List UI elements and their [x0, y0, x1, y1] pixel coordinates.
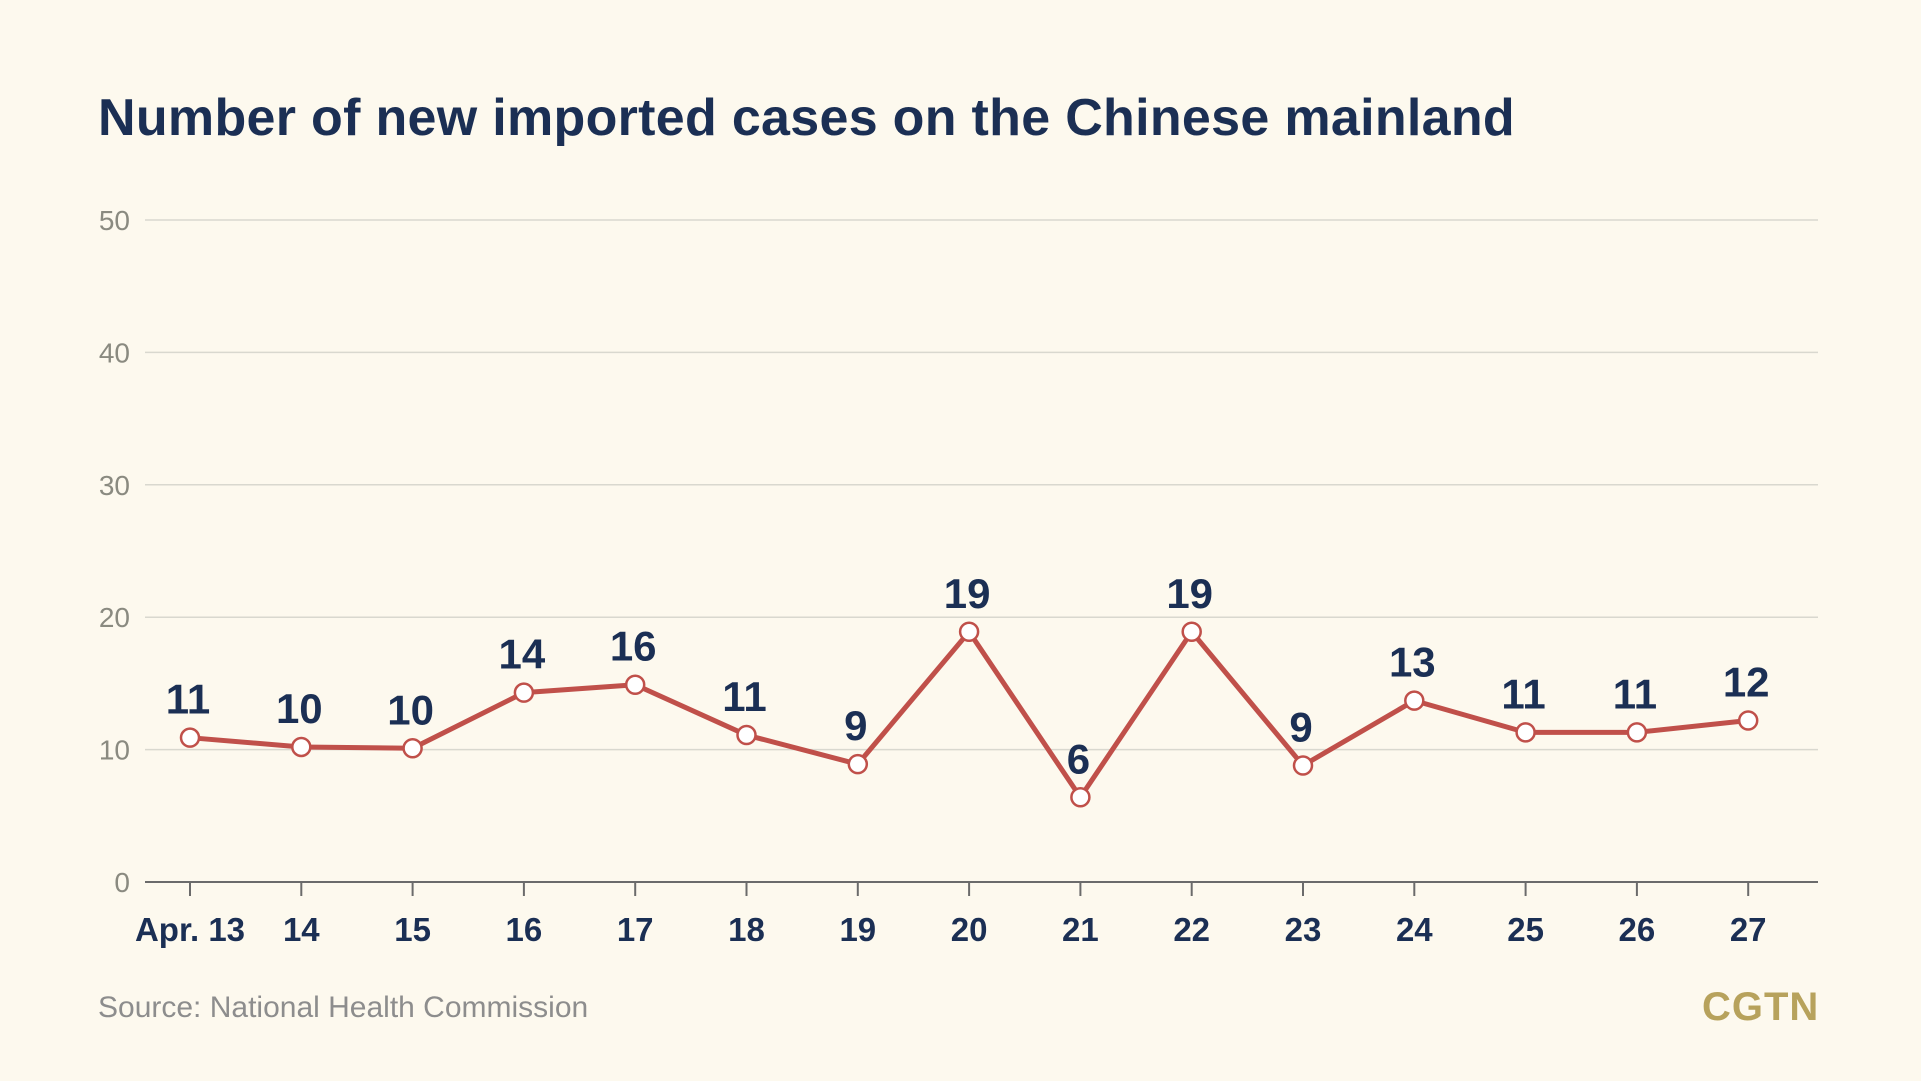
data-label: 11 [166, 676, 210, 723]
chart-title: Number of new imported cases on the Chin… [98, 89, 1515, 147]
cgtn-logo: CGTN [1702, 985, 1820, 1029]
x-tick-label: 18 [728, 911, 765, 948]
data-point [958, 621, 980, 643]
data-label: 12 [1723, 658, 1770, 705]
y-tick-label: 30 [99, 470, 130, 501]
data-point [847, 753, 869, 775]
data-point [291, 736, 312, 758]
data-point [624, 674, 646, 695]
data-label: 10 [276, 685, 323, 732]
data-point [736, 724, 757, 746]
data-label: 19 [944, 570, 991, 617]
y-tick-label: 0 [114, 867, 130, 898]
x-tick-label: 20 [951, 911, 988, 948]
data-label: 14 [499, 631, 546, 678]
x-tick-label: 19 [839, 911, 876, 948]
data-label: 11 [1613, 670, 1657, 717]
y-axis-ticks: 0 10 20 30 40 50 [99, 205, 130, 898]
x-tick-label: 26 [1619, 911, 1656, 948]
x-tick-label: 23 [1285, 911, 1322, 948]
x-tick-label: 24 [1396, 911, 1433, 948]
data-point [1737, 710, 1759, 731]
data-point [1404, 690, 1425, 711]
x-tick-label: 22 [1173, 911, 1210, 948]
data-label: 13 [1389, 639, 1436, 686]
source-note: Source: National Health Commission [98, 991, 589, 1024]
data-point [1181, 621, 1202, 643]
y-tick-label: 10 [99, 735, 130, 766]
x-axis: Apr. 13 14 15 16 17 18 19 20 21 22 23 24 25 26 27 [135, 881, 1818, 948]
data-point [1626, 722, 1648, 743]
data-label: 10 [387, 686, 434, 733]
data-point [1070, 787, 1091, 808]
data-point [1292, 755, 1314, 776]
data-label: 6 [1067, 735, 1090, 782]
y-tick-label: 40 [99, 337, 130, 368]
x-tick-label: 15 [394, 911, 431, 948]
x-tick-label: 16 [506, 911, 543, 948]
data-label: 9 [1289, 703, 1312, 750]
y-tick-label: 50 [99, 205, 130, 236]
data-point [1515, 722, 1536, 743]
data-point [402, 738, 423, 759]
y-tick-label: 20 [99, 602, 130, 633]
x-tick-label: Apr. 13 [135, 911, 245, 948]
data-points [179, 621, 1759, 808]
data-label: 9 [844, 702, 867, 749]
data-label: 11 [722, 673, 766, 720]
data-label: 16 [610, 623, 657, 670]
data-label: 19 [1166, 570, 1213, 617]
x-tick-label: 14 [283, 911, 320, 948]
x-tick-label: 21 [1062, 911, 1099, 948]
data-point [513, 682, 535, 703]
x-tick-label: 25 [1507, 911, 1544, 948]
x-tick-label: 17 [617, 911, 654, 948]
data-point [179, 727, 201, 748]
gridlines [145, 219, 1818, 751]
x-tick-label: 27 [1730, 911, 1767, 948]
data-label: 11 [1501, 670, 1545, 717]
data-labels: 11 10 10 14 16 11 9 19 6 19 9 13 11 11 12 [166, 570, 1770, 783]
